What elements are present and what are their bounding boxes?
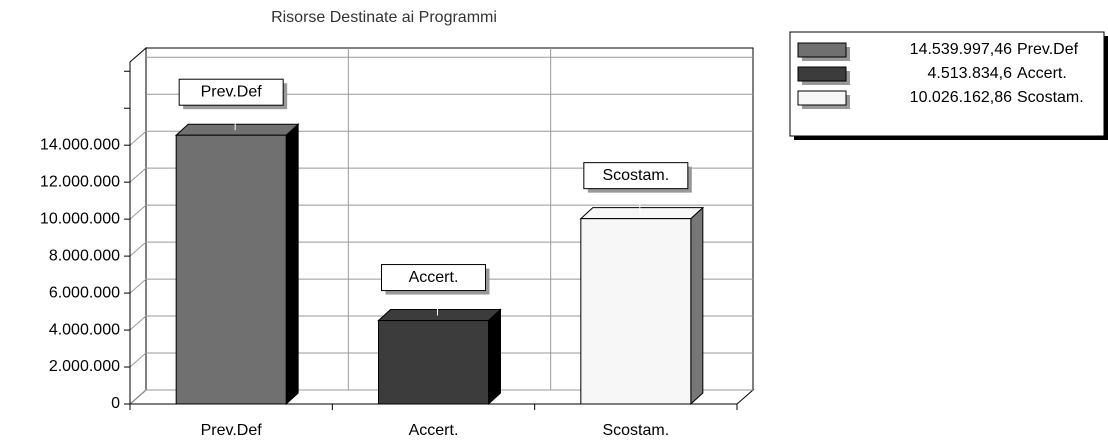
y-tick-label: 14.000.000 <box>40 136 120 153</box>
bar-top <box>377 309 502 322</box>
bar-side <box>488 308 501 406</box>
label-box <box>583 162 689 190</box>
legend-value: 14.539.997,46 <box>910 41 1012 58</box>
bar-side <box>690 206 704 406</box>
y-tick-label: 12.000.000 <box>40 173 120 190</box>
grid-line-side <box>129 278 147 294</box>
chart-title: Risorse Destinate ai Programmi <box>271 9 497 26</box>
data-label: Accert. <box>409 269 459 286</box>
grid-line-side <box>129 315 147 331</box>
x-tick-label: Prev.Def <box>201 422 263 439</box>
x-tick-label: Scostam. <box>602 422 669 439</box>
side-wall <box>129 46 147 406</box>
grid-line-side <box>129 204 147 220</box>
bar-side <box>285 123 299 406</box>
data-label: Scostam. <box>602 167 669 184</box>
legend-value: 10.026.162,86 <box>910 89 1012 106</box>
y-tick-label: 6.000.000 <box>49 284 120 301</box>
y-tick-label: 10.000.000 <box>40 210 120 227</box>
y-tick-label: 8.000.000 <box>49 247 120 264</box>
bar <box>175 134 287 405</box>
label-box <box>178 78 284 106</box>
grid-line-side <box>129 241 147 257</box>
legend-value: 4.513.834,6 <box>927 65 1012 82</box>
legend-label: Accert. <box>1017 65 1067 82</box>
legend-label: Prev.Def <box>1017 41 1079 58</box>
label-box <box>381 264 486 292</box>
data-label: Prev.Def <box>201 83 263 100</box>
bar <box>580 218 692 405</box>
x-tick-label: Accert. <box>409 422 459 439</box>
grid-line-side <box>129 167 147 183</box>
legend-swatch <box>797 66 847 82</box>
y-tick-label: 2.000.000 <box>49 358 120 375</box>
legend-swatch <box>797 42 847 58</box>
legend-label: Scostam. <box>1017 89 1084 106</box>
grid-line-side <box>129 130 147 146</box>
grid-line-side <box>129 352 147 368</box>
grid-line-side <box>129 389 147 405</box>
bar-top <box>174 123 300 136</box>
y-tick-label: 0 <box>111 395 120 412</box>
bar <box>378 320 489 405</box>
legend-swatch <box>797 90 847 106</box>
y-tick-label: 4.000.000 <box>49 321 120 338</box>
bar-top <box>579 207 705 220</box>
